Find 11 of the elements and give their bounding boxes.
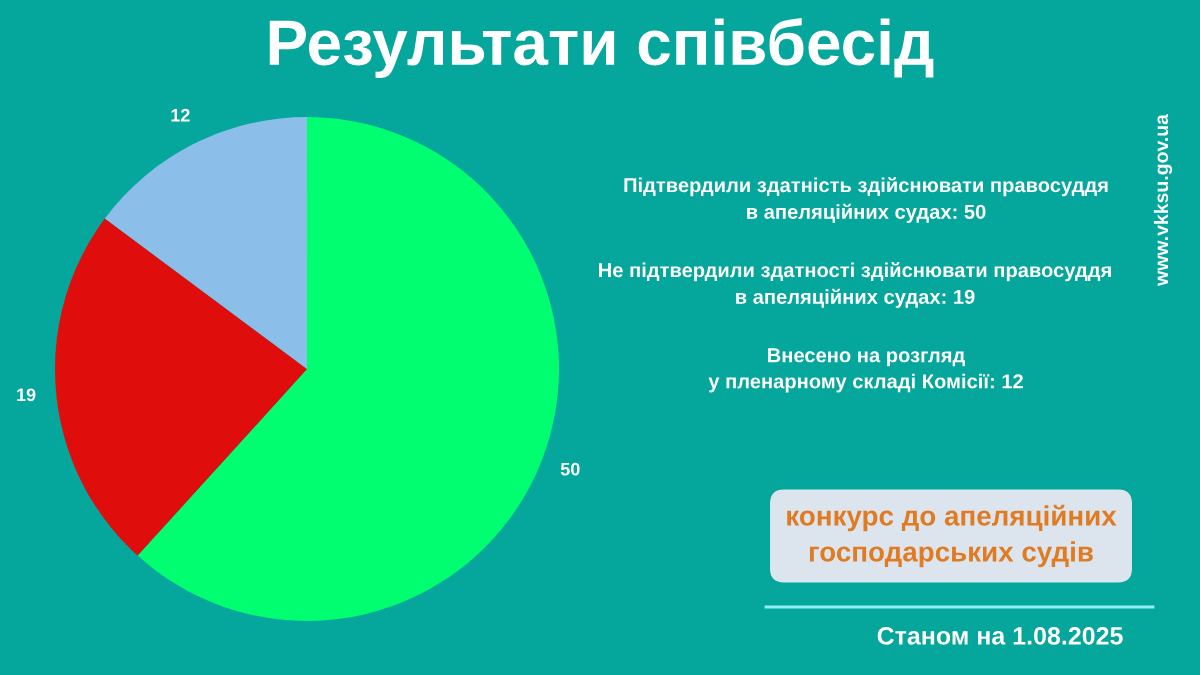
text: конкурс до апеляційних господарських судів (787, 504, 1117, 568)
text: Не підтвердили здатності здійснювати правосуддя в апеляційних судах: 19 (599, 262, 1111, 308)
text: www.vkksu.gov.ua (1153, 113, 1173, 286)
chart-title: Результати співбесід (269, 17, 934, 79)
data-label: 50 (560, 462, 580, 476)
data-label: 12 (171, 108, 190, 122)
text: Внесено на розгляд у пленарному складі Комісії: 12 (708, 348, 1023, 393)
data-label: 19 (17, 388, 36, 402)
pie-slice (55, 218, 307, 556)
text: Підтвердили здатність здійснювати правосуддя в апеляційних судах: 50 (624, 177, 1108, 223)
text: Станом на 1.08.2025 (877, 627, 1123, 645)
